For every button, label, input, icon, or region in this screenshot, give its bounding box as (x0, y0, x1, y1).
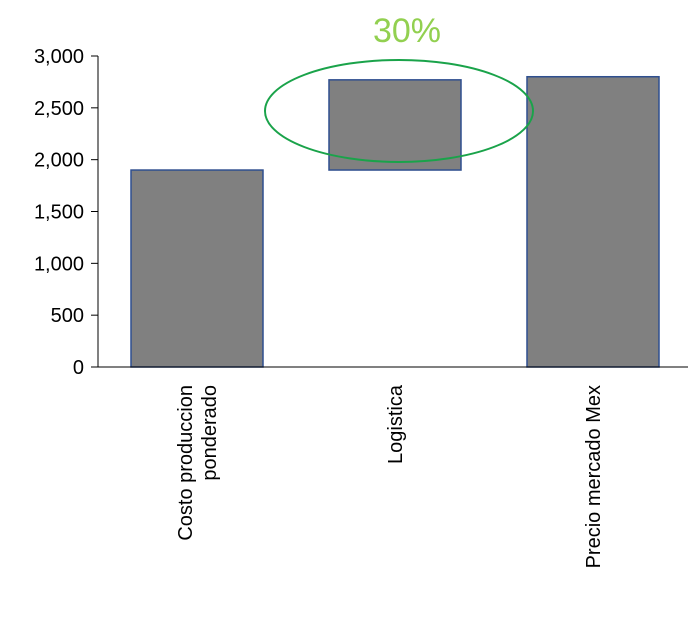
category-label: Precio mercado Mex (583, 385, 605, 568)
y-tick-label: 0 (73, 357, 84, 379)
category-label: Logistica (385, 384, 407, 464)
y-tick-label: 2,500 (34, 98, 84, 120)
bars (130, 75, 660, 368)
y-axis: 0 500 1,000 1,500 2,000 2,500 3,000 (34, 46, 99, 379)
category-label: Costo produccion (175, 385, 197, 541)
y-tick-label: 1,500 (34, 202, 84, 224)
y-tick-label: 3,000 (34, 46, 84, 68)
annotation-label: 30% (373, 12, 441, 50)
annotations: 30% (264, 12, 534, 163)
y-tick-label: 1,000 (34, 253, 84, 275)
bar-1 (130, 169, 264, 368)
highlight-ellipse (264, 58, 534, 163)
y-tick-label: 2,000 (34, 150, 84, 172)
bar-2 (328, 79, 462, 171)
x-axis: Costo produccion ponderado Logistica Precio… (98, 366, 688, 568)
y-tick-label: 500 (51, 305, 84, 327)
bar-3 (526, 75, 660, 368)
category-label: ponderado (199, 385, 221, 481)
